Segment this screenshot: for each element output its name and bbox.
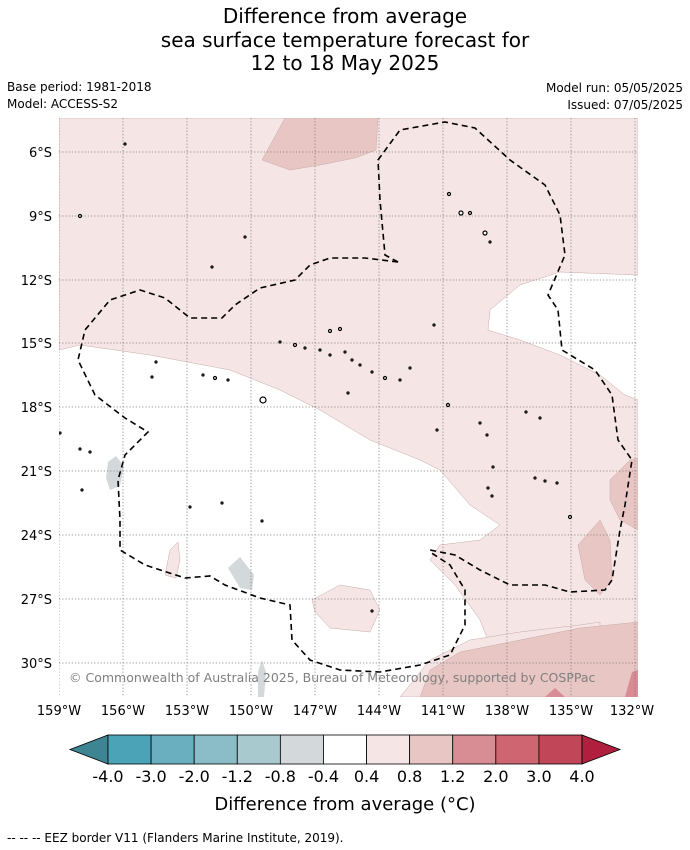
lat-label: 15°S: [21, 337, 52, 352]
colorbar-bin: [279, 734, 324, 765]
title-line-2: sea surface temperature forecast for: [160, 28, 530, 52]
lat-label: 9°S: [29, 210, 52, 225]
lat-label: 12°S: [21, 274, 52, 289]
lon-label: 144°W: [357, 704, 401, 719]
anomaly-fill-2-0: [625, 670, 638, 697]
title-line-1: Difference from average: [222, 4, 468, 28]
base-period-text: Base period: 1981-2018: [7, 80, 152, 94]
eez-footnote: -- -- -- EEZ border V11 (Flanders Marine…: [7, 831, 344, 845]
lon-label: 147°W: [293, 704, 337, 719]
lon-label: 150°W: [229, 704, 273, 719]
colorbar-tick-label: 4.0: [569, 767, 594, 786]
colorbar-bin: [409, 734, 454, 765]
model-text: Model: ACCESS-S2: [7, 97, 119, 111]
anomaly-fill-1-2: [545, 688, 565, 697]
lon-label: 159°W: [37, 704, 81, 719]
islands: [59, 142, 573, 613]
title-line-3: 12 to 18 May 2025: [250, 51, 440, 75]
colorbar-tick-label: 2.0: [483, 767, 508, 786]
anomaly-fill-cool-central: [228, 557, 254, 590]
lat-label: 27°S: [21, 593, 52, 608]
lat-label: 6°S: [29, 146, 52, 161]
anomaly-fill-0-8-north: [261, 118, 379, 171]
colorbar: [68, 734, 622, 765]
lat-label: 30°S: [21, 657, 52, 672]
anomaly-fill-0-4: [59, 118, 638, 697]
colorbar-bin: [236, 734, 281, 765]
lon-label: 141°W: [421, 704, 465, 719]
colorbar-bin: [193, 734, 238, 765]
lat-label: 18°S: [21, 401, 52, 416]
colorbar-tick-label: -3.0: [135, 767, 166, 786]
colorbar-title: Difference from average (°C): [214, 794, 476, 815]
colorbar-bin: [107, 734, 152, 765]
eez-borders: [77, 121, 633, 673]
colorbar-bin: [323, 734, 367, 765]
anomaly-fill-0-8-east: [577, 519, 613, 596]
longitude-labels: 159°W 156°W 153°W 150°W 147°W 144°W 141°…: [37, 704, 654, 719]
map-plot-area: © Commonwealth of Australia 2025, Bureau…: [59, 118, 638, 697]
anomaly-fill-0-8-edge: [609, 457, 638, 531]
colorbar-bin: [150, 734, 195, 765]
copyright-credit: © Commonwealth of Australia 2025, Bureau…: [69, 670, 595, 685]
lon-label: 153°W: [165, 704, 209, 719]
lon-label: 135°W: [549, 704, 593, 719]
colorbar-tick-label: -1.2: [222, 767, 253, 786]
colorbar-extend-low: [68, 734, 109, 765]
lat-label: 21°S: [21, 465, 52, 480]
colorbar-tick-label: -2.0: [179, 767, 210, 786]
colorbar-bin: [452, 734, 497, 765]
colorbar-bin: [495, 734, 540, 765]
anomaly-fill-cool-small: [258, 660, 266, 697]
colorbar-bin: [538, 734, 583, 765]
colorbar-tick-label: 3.0: [526, 767, 551, 786]
eez-border-french-polynesia-north: [377, 121, 633, 593]
colorbar-tick-label: 1.2: [440, 767, 465, 786]
colorbar-tick-label: -0.8: [265, 767, 296, 786]
colorbar-bin: [366, 734, 411, 765]
lon-label: 132°W: [610, 704, 654, 719]
colorbar-extend-high: [581, 734, 622, 765]
colorbar-tick-label: -0.4: [308, 767, 339, 786]
latitude-labels: 6°S 9°S 12°S 15°S 18°S 21°S 24°S 27°S 30…: [21, 146, 52, 672]
anomaly-fill-0-4-small: [164, 541, 181, 579]
lat-label: 24°S: [21, 529, 52, 544]
colorbar-tick-label: -4.0: [92, 767, 123, 786]
colorbar-tick-labels: -4.0 -3.0 -2.0 -1.2 -0.8 -0.4 0.4 0.8 1.2 2.0 3.0 4…: [92, 767, 594, 786]
colorbar-tick-label: 0.8: [397, 767, 422, 786]
lon-label: 156°W: [101, 704, 145, 719]
eez-border-cook-islands: [77, 257, 466, 673]
anomaly-fill-0-4-south: [311, 584, 381, 633]
anomaly-map: © Commonwealth of Australia 2025, Bureau…: [21, 118, 654, 786]
colorbar-tick-label: 0.4: [354, 767, 379, 786]
anomaly-fill-cool-west: [106, 456, 124, 490]
issued-text: Issued: 07/05/2025: [567, 98, 683, 112]
lon-label: 138°W: [485, 704, 529, 719]
anomaly-fill-0-8-south: [419, 621, 638, 697]
model-run-text: Model run: 05/05/2025: [545, 81, 683, 95]
graticule: [59, 118, 638, 697]
